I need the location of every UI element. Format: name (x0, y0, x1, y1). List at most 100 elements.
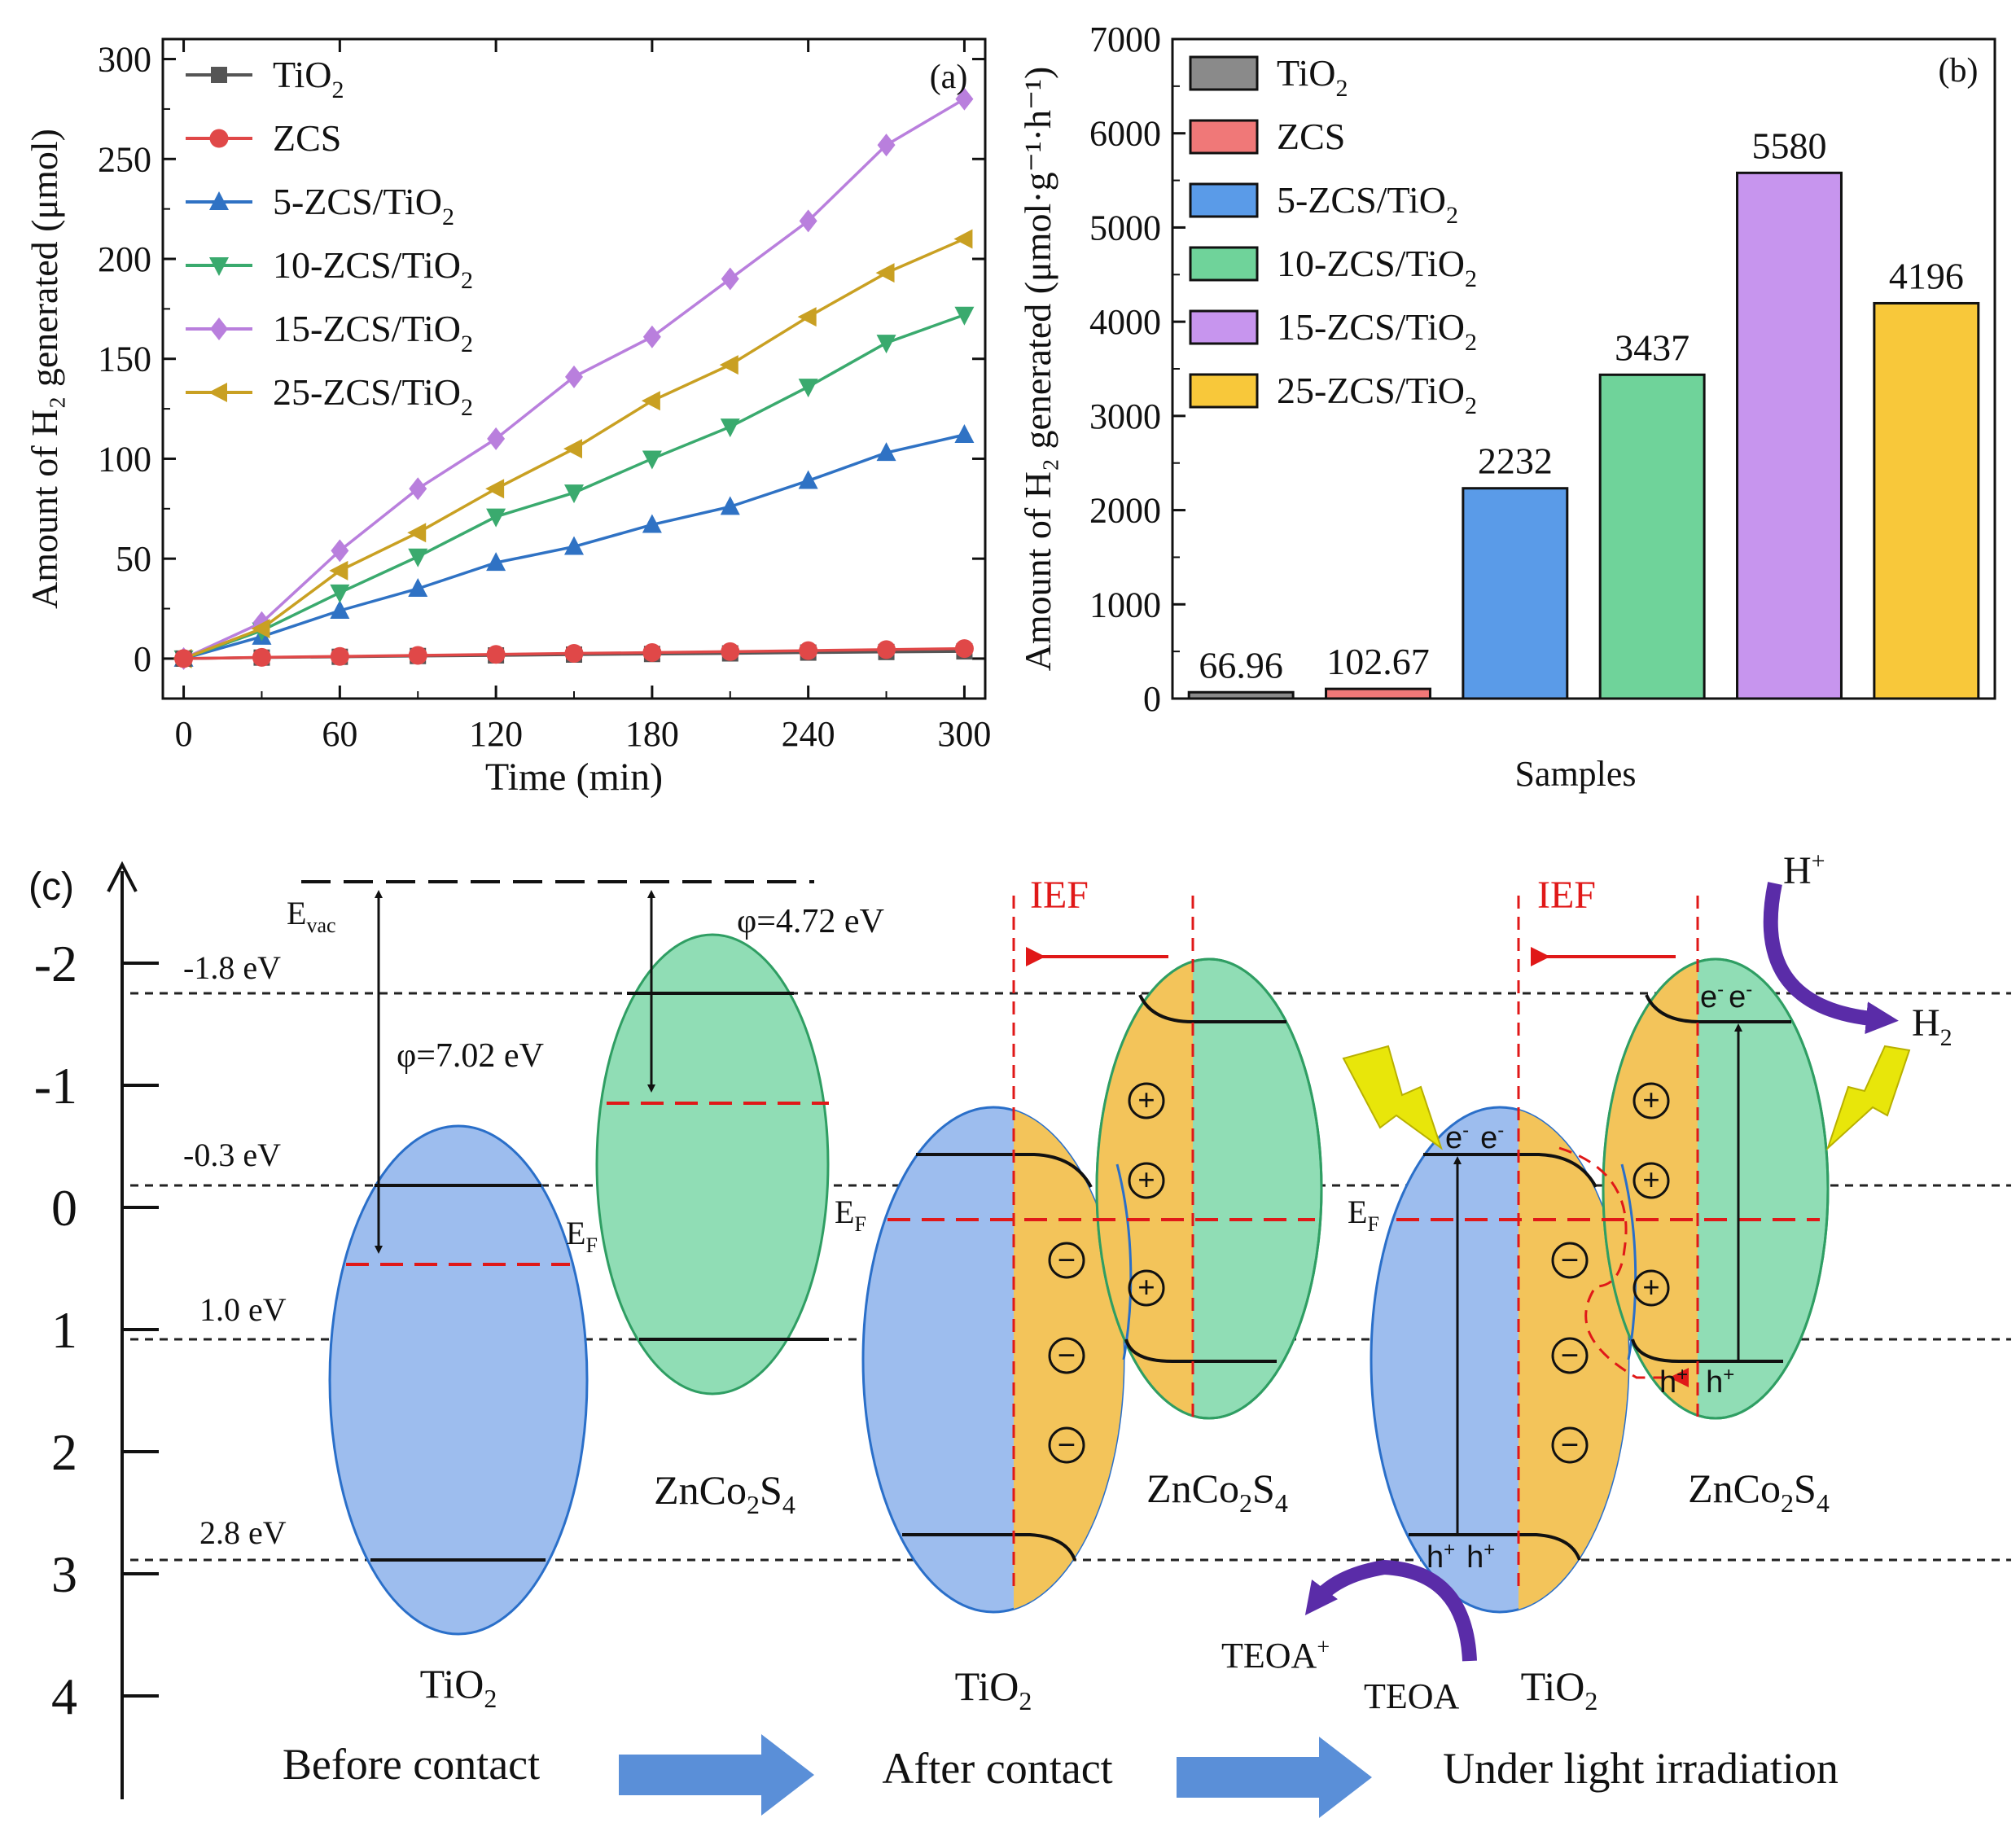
tio2-band-ellipse (328, 1124, 589, 1636)
data-point (642, 325, 661, 348)
panel-b-bars: 66.96 102.67 2232 3437 5580 4196 (1187, 125, 1980, 700)
y-tick-label: 6000 (1089, 114, 1161, 154)
zcs-electrons: e-e- (1700, 979, 1752, 1014)
data-point (331, 539, 349, 563)
legend-marker (208, 383, 227, 402)
legend-entry: 25-ZCS/TiO2 (1277, 370, 1477, 419)
data-point (565, 365, 583, 388)
legend-marker (209, 129, 229, 148)
legend-entry: 10-ZCS/TiO2 (1277, 243, 1477, 292)
bar-value-label: 102.67 (1326, 641, 1430, 682)
data-point (797, 307, 817, 327)
y-tick-label: 5000 (1089, 208, 1161, 248)
legend-swatch (1189, 309, 1259, 345)
energy-tick-label: -2 (34, 935, 77, 992)
data-point (877, 640, 896, 659)
tio2-cb-bent-after (916, 1153, 1093, 1188)
legend-entry: 10-ZCS/TiO2 (273, 244, 473, 294)
data-point (799, 641, 818, 660)
positive-charge-icon (1633, 1082, 1670, 1119)
data-point (564, 536, 584, 555)
stage-arrow-icon (619, 1734, 814, 1816)
zcs-holes: h+ h+ (1659, 1364, 1734, 1400)
tio2-cb-bent-light (1423, 1153, 1597, 1188)
legend-entry: 5-ZCS/TiO2 (273, 181, 454, 230)
legend-swatch (1189, 119, 1259, 155)
legend-entry: ZCS (1277, 116, 1345, 157)
energy-tick-label: 1 (51, 1301, 77, 1359)
teoa-plus-label: TEOA+ (1221, 1635, 1330, 1676)
before-contact-group: Evac φ=7.02 eV EF TiO2 φ=4.72 eV ZnCo2S4 (287, 880, 884, 1713)
data-point (875, 263, 895, 283)
legend-entry: TiO2 (273, 54, 344, 103)
space-charges-light: + + + − − − (1551, 1082, 1670, 1464)
y-tick-label: 300 (98, 40, 151, 80)
negative-charge-sign: − (1561, 1426, 1580, 1463)
energy-tick-label: 2 (51, 1423, 77, 1481)
series-zcs (174, 639, 974, 668)
data-point (407, 523, 427, 543)
legend-marker (209, 191, 229, 210)
legend-marker (211, 67, 227, 83)
data-point (174, 649, 194, 668)
negative-charge-sign: − (1561, 1337, 1580, 1374)
y-tick-label: 4000 (1089, 302, 1161, 342)
legend-entry: 5-ZCS/TiO2 (1277, 179, 1458, 229)
legend-entry: TiO2 (1277, 52, 1348, 102)
data-point (720, 496, 740, 515)
data-point (876, 335, 896, 354)
tio2-label-light: TiO2 (1521, 1663, 1598, 1715)
legend-entry: 15-ZCS/TiO2 (1277, 306, 1477, 356)
y-tick-label: 50 (116, 539, 151, 579)
panel-b-x-label: Samples (1514, 754, 1636, 794)
y-tick-label: 200 (98, 239, 151, 279)
series-10-zcs-tio (173, 306, 975, 669)
bar-value-label: 2232 (1478, 440, 1553, 482)
data-point (642, 450, 662, 470)
bar (1598, 373, 1706, 700)
legend-swatch (1189, 55, 1259, 91)
data-point (408, 578, 428, 597)
zcs-label-after: ZnCo2S4 (1146, 1466, 1288, 1518)
zcs-label-before: ZnCo2S4 (654, 1467, 795, 1519)
light-irradiation-group: EF IEF + + + − − − e-e- h+ h+ e-e- h+ h+ H+ H2 (1221, 848, 1952, 1716)
bar-value-label: 3437 (1615, 326, 1689, 368)
level-label-vb-tio2: 2.8 eV (199, 1514, 287, 1551)
data-point (408, 646, 427, 665)
zcs-work-function-label: φ=4.72 eV (737, 903, 884, 940)
series-15-zcs-tio (174, 87, 974, 670)
data-point (877, 134, 896, 157)
panel-b-legend: TiO2 ZCS 5-ZCS/TiO2 10-ZCS/TiO2 15-ZCS/TiO2 2… (1189, 52, 1477, 419)
zcs-vb-bent-after (1124, 1338, 1277, 1363)
space-charges-after: + + + − − − (1048, 1082, 1165, 1464)
fermi-label-after: EF (835, 1194, 866, 1236)
tio2-vb-bent-after (902, 1533, 1076, 1561)
negative-charge-sign: − (1058, 1337, 1076, 1374)
bar (1325, 687, 1431, 700)
data-point (408, 548, 428, 567)
data-point (252, 647, 271, 667)
negative-charge-sign: − (1058, 1242, 1076, 1278)
panel-c-label: (c) (28, 865, 74, 909)
level-label-cb-tio2: -0.3 eV (183, 1137, 281, 1173)
zcs-cb-bent-after (1138, 994, 1286, 1023)
data-point (486, 552, 506, 572)
stage-under-light: Under light irradiation (1443, 1744, 1839, 1793)
positive-charge-sign: + (1137, 1084, 1155, 1118)
ief-label-after: IEF (1030, 874, 1089, 917)
panel-b-y-axis: 0 1000 2000 3000 4000 5000 6000 7000 (1089, 20, 1185, 719)
data-point (641, 391, 660, 411)
positive-charge-icon (1633, 1162, 1670, 1199)
data-point (721, 642, 740, 661)
bar-value-label: 5580 (1752, 125, 1827, 166)
panel-a-legend: TiO2 ZCS 5-ZCS/TiO2 10-ZCS/TiO2 15-ZCS/TiO2 2… (186, 54, 473, 421)
negative-charge-sign: − (1058, 1426, 1076, 1463)
data-point (487, 427, 506, 450)
panel-a: 0 50 100 150 200 250 300 0 60 120 180 240 300 TiO2 Z… (24, 37, 991, 799)
positive-charge-icon (1128, 1269, 1165, 1307)
x-tick-label: 0 (175, 714, 193, 754)
legend-swatch (1189, 246, 1259, 282)
data-point (720, 418, 740, 438)
data-point (799, 209, 817, 233)
